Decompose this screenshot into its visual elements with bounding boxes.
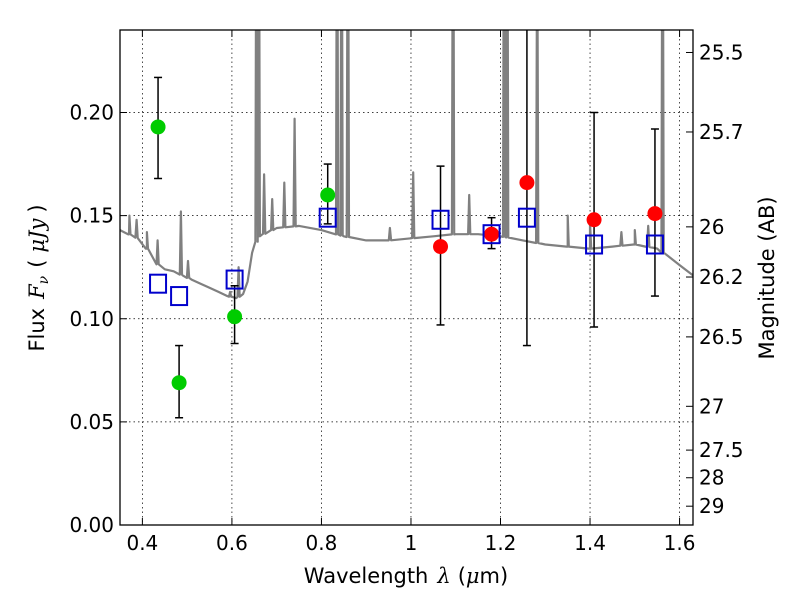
data-markers [149, 119, 664, 391]
green-data-point [227, 309, 243, 325]
x-tick-label: 1.4 [574, 531, 606, 555]
magnitude-tick-label: 25.7 [699, 120, 744, 144]
magnitude-axis-title: Magnitude (AB) [755, 196, 779, 359]
x-tick-label: 0.4 [126, 531, 158, 555]
model-flux-square [225, 269, 244, 290]
red-data-point [519, 175, 535, 191]
magnitude-tick-label: 27.5 [699, 438, 744, 462]
model-flux-square [431, 209, 450, 230]
axis-ticks: 0.4 0.6 0.8 1 1.2 1.4 1.6 0.00 0.05 0.10 0.15 0.20 2… [69, 30, 744, 555]
y-tick-label: 0.15 [69, 204, 114, 228]
y-tick-label: 0.05 [69, 410, 114, 434]
model-flux-square [645, 234, 664, 255]
red-data-point [586, 212, 602, 228]
magnitude-tick-label: 26 [699, 215, 724, 239]
red-data-point [484, 226, 500, 242]
model-flux-square [585, 234, 604, 255]
y-axis-title: FluxFν(μJy) [25, 204, 52, 351]
green-data-point [171, 375, 187, 391]
y-tick-label: 0.20 [69, 101, 114, 125]
model-flux-square [517, 207, 536, 228]
model-flux-square [170, 286, 189, 307]
model-spectrum-line [120, 30, 693, 300]
y-tick-label: 0.00 [69, 513, 114, 537]
x-tick-label: 0.6 [216, 531, 248, 555]
x-tick-label: 0.8 [306, 531, 338, 555]
model-flux-square [318, 207, 337, 228]
magnitude-tick-label: 25.5 [699, 40, 744, 64]
y-tick-label: 0.10 [69, 307, 114, 331]
model-flux-square [149, 273, 168, 294]
spectrum-layer [120, 30, 693, 300]
magnitude-tick-label: 27 [699, 394, 724, 418]
x-tick-label: 1.2 [485, 531, 517, 555]
green-data-point [320, 187, 336, 203]
magnitude-tick-label: 29 [699, 494, 724, 518]
x-tick-label: 1 [405, 531, 418, 555]
x-axis-title: Wavelength λ (μm) [304, 564, 508, 588]
magnitude-tick-label: 26.5 [699, 325, 744, 349]
red-data-point [433, 239, 449, 255]
red-data-point [647, 206, 663, 222]
x-tick-label: 1.6 [664, 531, 696, 555]
green-data-point [150, 119, 166, 135]
magnitude-tick-label: 26.2 [699, 265, 744, 289]
model-flux-square [482, 224, 501, 245]
magnitude-tick-label: 28 [699, 466, 724, 490]
